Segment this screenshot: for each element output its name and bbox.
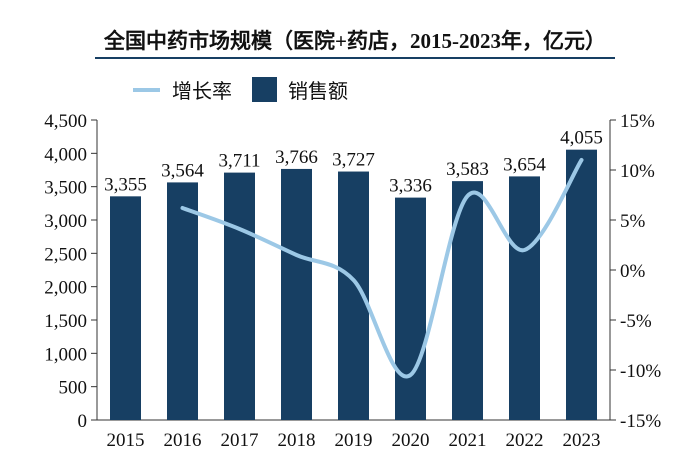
left-axis-tick-label: 2,000 [44, 278, 87, 299]
bar-data-label: 3,583 [446, 159, 489, 180]
legend-label-growth: 增长率 [172, 80, 232, 103]
bar-2020 [395, 198, 426, 420]
bar-2016 [167, 182, 198, 420]
right-axis-tick-label: -5% [620, 311, 652, 332]
bar-data-label: 3,564 [161, 160, 204, 181]
left-axis-tick-label: 2,500 [44, 244, 87, 265]
left-axis-tick-label: 500 [59, 378, 88, 399]
legend-bar-swatch [252, 77, 277, 102]
left-axis-tick-label: 3,000 [44, 211, 87, 232]
left-axis-tick-label: 4,000 [44, 144, 87, 165]
left-axis-tick-label: 4,500 [44, 111, 87, 132]
bar-data-label: 3,711 [218, 151, 260, 172]
bar-2018 [281, 169, 312, 420]
bar-2017 [224, 173, 255, 420]
x-axis-tick-label: 2016 [164, 430, 202, 451]
right-axis-tick-label: 10% [620, 161, 655, 182]
bar-2023 [566, 150, 597, 420]
x-axis-tick-label: 2015 [107, 430, 145, 451]
x-axis-tick-label: 2018 [278, 430, 316, 451]
x-axis-tick-label: 2021 [449, 430, 487, 451]
right-axis-tick-label: 15% [620, 111, 655, 132]
legend: 增长率 销售额 [133, 77, 348, 103]
right-axis-tick-label: -10% [620, 361, 661, 382]
right-axis-tick-label: -15% [620, 411, 661, 432]
right-axis-tick-label: 5% [620, 211, 646, 232]
bar-data-label: 3,355 [104, 174, 147, 195]
left-axis-tick-label: 3,500 [44, 178, 87, 199]
left-axis-tick-label: 1,500 [44, 311, 87, 332]
x-axis-tick-label: 2022 [506, 430, 544, 451]
bar-2022 [509, 176, 540, 420]
x-axis-tick-label: 2017 [221, 430, 259, 451]
legend-label-sales: 销售额 [288, 80, 348, 103]
bar-data-label: 3,766 [275, 147, 318, 168]
bar-data-label: 4,055 [560, 128, 603, 149]
chart-title: 全国中药市场规模（医院+药店，2015-2023年，亿元） [103, 29, 606, 53]
bar-data-label: 3,654 [503, 154, 546, 175]
left-axis-tick-label: 0 [78, 411, 88, 432]
bar-data-label: 3,336 [389, 176, 432, 197]
bar-2015 [110, 196, 141, 420]
x-axis-tick-label: 2020 [392, 430, 430, 451]
bar-data-label: 3,727 [332, 150, 375, 171]
x-axis-tick-label: 2023 [563, 430, 601, 451]
right-axis-tick-label: 0% [620, 261, 646, 282]
left-axis-tick-label: 1,000 [44, 344, 87, 365]
x-axis-tick-label: 2019 [335, 430, 373, 451]
